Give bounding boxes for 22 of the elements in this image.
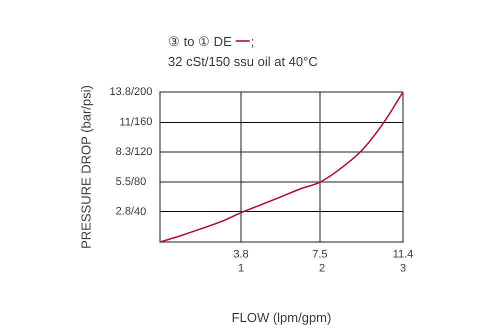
x2-tick-label: 1 <box>238 262 244 275</box>
legend-label: ③ to ① DE <box>168 34 232 49</box>
y-tick-label: 5.5/ <box>116 176 135 188</box>
x2-tick-label: 2 <box>318 262 326 275</box>
y2-tick-label: 120 <box>134 146 152 158</box>
x-axis-title: FLOW (lpm/gpm) <box>232 310 332 325</box>
y2-tick-label: 160 <box>134 116 152 128</box>
y-tick-label: 13.8/ <box>110 86 135 98</box>
y-tick-label: 2.8/ <box>116 206 135 218</box>
line-series <box>160 92 403 242</box>
x-tick-label: 11.4 <box>392 248 414 261</box>
x-tick-label: 7.5 <box>312 248 328 261</box>
x2-tick-label: 3 <box>400 262 406 275</box>
x-tick-label: 3.8 <box>233 248 249 261</box>
text: ; <box>250 34 254 49</box>
y2-tick-label: 40 <box>134 206 146 218</box>
y-axis-title: PRESSURE DROP (bar/psi) <box>78 85 94 249</box>
y2-tick-label: 80 <box>134 176 146 188</box>
y2-tick-label: 200 <box>134 86 152 98</box>
y-tick-label: 11/ <box>120 116 135 128</box>
y-tick-label: 8.3/ <box>116 146 135 158</box>
text: 32 cSt/150 ssu oil at 40°C <box>168 54 318 69</box>
